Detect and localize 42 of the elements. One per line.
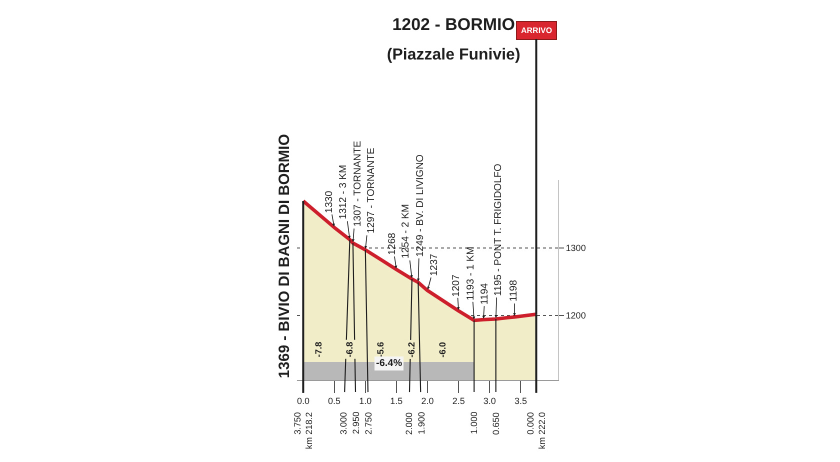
annotation: 1.000 — [469, 412, 480, 434]
annotation: 1268 — [387, 232, 398, 256]
annotation: 2.750 — [363, 412, 374, 435]
y-tick-label: 1200 — [566, 310, 586, 321]
x-tick-label: 2.5 — [452, 396, 465, 406]
annotation: 3.000 — [338, 412, 348, 435]
x-tick-label: 1.0 — [359, 396, 372, 406]
annotation: 1194 — [479, 282, 490, 305]
annotation: 2.950 — [350, 412, 361, 434]
annotation: 1207 — [451, 274, 462, 297]
annotation: 1312 - 3 KM — [338, 164, 349, 220]
annotation: 3.750 km 218.2 — [292, 412, 314, 450]
band-label: -6.4% — [376, 358, 402, 369]
annotation: 1237 — [429, 253, 440, 276]
annotation: 1330 — [324, 190, 336, 214]
chart-subtitle: (Piazzale Funivie) — [386, 46, 520, 64]
annotation: 1193 - 1 KM — [466, 246, 477, 300]
annotation: -6.0 — [438, 342, 448, 358]
annotation: -7.8 — [313, 342, 324, 358]
annotation: 1195 - PONT T. FRIGIDOLFO — [493, 163, 504, 296]
annotation: 1297 - TORNANTE — [366, 147, 377, 234]
x-tick-label: 1.5 — [390, 396, 403, 406]
x-tick-label: 2.0 — [421, 396, 434, 406]
annotation: 0.000 km 222.0 — [525, 412, 548, 450]
x-tick-label: 0.0 — [296, 396, 310, 406]
annotation: 0.650 — [490, 412, 501, 435]
annotation: 2.000 — [404, 412, 414, 435]
x-tick-label: 3.0 — [483, 396, 496, 406]
y-tick-label: 1300 — [566, 242, 586, 253]
annotation: 1.900 — [416, 412, 426, 434]
annotation: -6.2 — [406, 342, 416, 358]
annotation: -6.8 — [344, 342, 354, 358]
annotation: 1369 - BIVIO DI BAGNI DI BORMIO — [276, 134, 294, 378]
x-tick-label: 3.5 — [514, 396, 527, 406]
annotation: 1249 - BV. DI LIVIGNO — [415, 154, 426, 257]
annotation: -5.6 — [375, 342, 386, 358]
annotation: 1254 - 2 KM — [400, 204, 412, 258]
annotation: ARRIVO — [521, 26, 552, 35]
chart-title: 1202 - BORMIO — [392, 15, 516, 34]
x-tick-label: 0.5 — [328, 396, 341, 406]
annotation: 1198 — [508, 280, 520, 302]
annotation: 1307 - TORNANTE — [352, 140, 364, 227]
